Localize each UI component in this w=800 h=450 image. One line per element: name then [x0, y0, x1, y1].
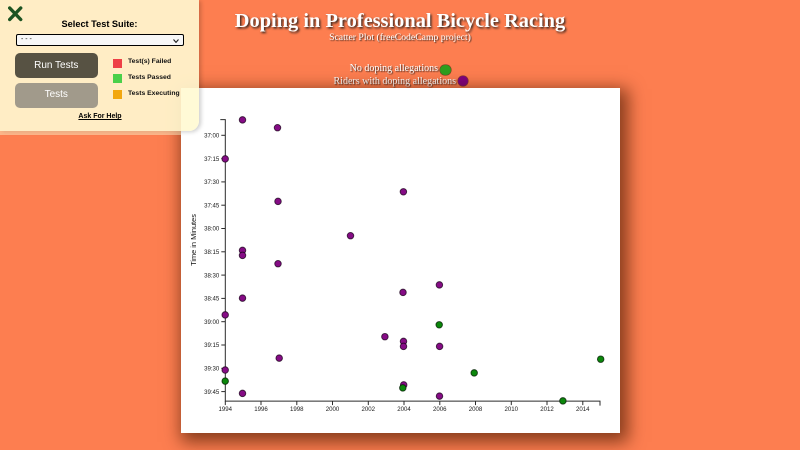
svg-text:37:15: 37:15 — [204, 156, 220, 163]
svg-text:2008: 2008 — [469, 406, 483, 413]
svg-text:37:00: 37:00 — [204, 132, 220, 139]
svg-text:1998: 1998 — [290, 406, 304, 413]
svg-text:2004: 2004 — [397, 406, 411, 413]
svg-text:1996: 1996 — [254, 406, 268, 413]
svg-text:39:15: 39:15 — [204, 342, 220, 349]
svg-text:38:15: 38:15 — [204, 249, 220, 256]
svg-text:2000: 2000 — [326, 406, 340, 413]
svg-text:39:00: 39:00 — [204, 319, 220, 326]
svg-text:38:00: 38:00 — [204, 226, 220, 233]
svg-text:38:45: 38:45 — [204, 296, 220, 303]
svg-text:2012: 2012 — [540, 406, 554, 413]
svg-text:39:45: 39:45 — [204, 389, 220, 396]
svg-text:38:30: 38:30 — [204, 272, 220, 279]
svg-text:2002: 2002 — [362, 406, 376, 413]
svg-text:2014: 2014 — [576, 406, 590, 413]
svg-text:37:30: 37:30 — [204, 179, 220, 186]
svg-text:39:30: 39:30 — [204, 365, 220, 372]
svg-text:Time in Minutes: Time in Minutes — [189, 214, 198, 266]
svg-text:37:45: 37:45 — [204, 202, 220, 209]
svg-text:2010: 2010 — [505, 406, 519, 413]
svg-text:1994: 1994 — [219, 406, 233, 413]
svg-text:2006: 2006 — [433, 406, 447, 413]
